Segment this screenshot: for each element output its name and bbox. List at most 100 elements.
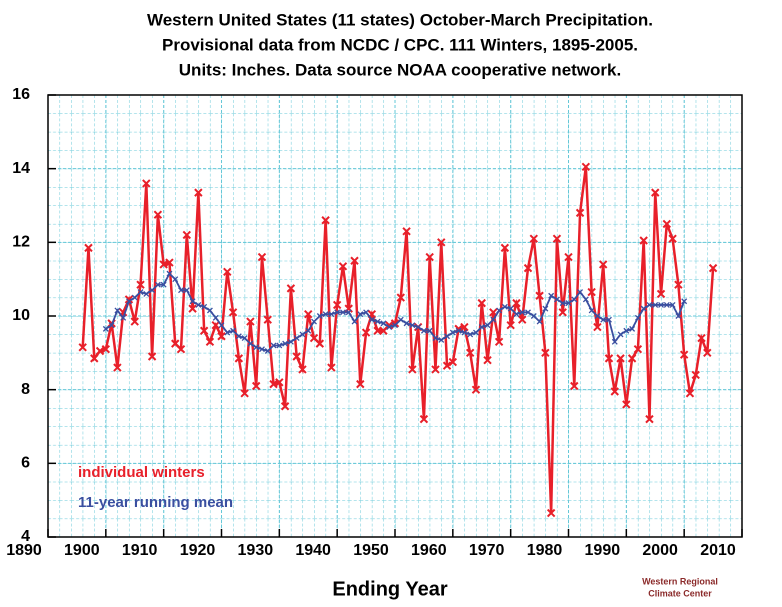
data-point: [622, 400, 631, 409]
data-point: [276, 342, 283, 349]
data-point: [460, 322, 469, 332]
data-point: [594, 313, 601, 319]
data-point: [259, 346, 265, 353]
data-point: [385, 321, 394, 330]
data-point: [361, 328, 371, 337]
data-point: [124, 295, 134, 304]
data-point: [257, 252, 267, 262]
x-tick-label: 1910: [122, 542, 158, 559]
data-point: [461, 329, 468, 336]
data-point: [513, 311, 520, 318]
data-point: [201, 303, 208, 310]
data-point: [218, 322, 225, 329]
data-point: [315, 339, 325, 348]
data-point: [669, 301, 676, 308]
data-point: [246, 317, 255, 326]
data-point: [143, 290, 150, 297]
data-point: [166, 270, 173, 277]
data-point: [658, 301, 664, 308]
series-line: [81, 166, 715, 514]
data-point: [120, 314, 127, 321]
data-point: [448, 357, 458, 367]
legend-label: individual winters: [78, 464, 205, 481]
data-point: [598, 260, 608, 269]
data-point: [396, 293, 405, 302]
data-point: [437, 238, 446, 247]
data-point: [188, 304, 197, 313]
data-point: [548, 292, 555, 299]
data-point: [131, 294, 138, 301]
data-point: [483, 355, 492, 365]
data-point: [322, 311, 329, 318]
data-point: [153, 210, 163, 219]
data-point: [357, 311, 364, 318]
data-point: [176, 344, 186, 354]
data-point: [327, 363, 336, 372]
data-point: [617, 331, 624, 338]
data-point: [172, 276, 179, 283]
data-point: [651, 188, 660, 197]
data-point: [224, 329, 231, 336]
data-point: [611, 338, 618, 345]
data-point: [588, 307, 595, 314]
data-point: [126, 298, 132, 305]
data-point: [697, 333, 706, 343]
data-point: [420, 327, 427, 334]
y-tick-label: 14: [12, 160, 30, 177]
data-point: [484, 322, 491, 329]
data-point: [287, 338, 294, 345]
data-point: [691, 370, 700, 380]
data-point: [512, 298, 521, 308]
data-point: [465, 348, 475, 358]
data-point: [282, 340, 289, 347]
data-point: [519, 309, 526, 316]
data-point: [241, 335, 248, 342]
data-point: [442, 361, 452, 370]
data-point: [455, 327, 462, 334]
y-tick-label: 16: [12, 86, 30, 103]
data-point: [113, 363, 122, 372]
data-point: [403, 320, 410, 327]
data-point: [350, 256, 359, 265]
data-point: [183, 287, 190, 294]
data-point: [542, 305, 549, 312]
data-point: [409, 322, 416, 329]
data-point: [471, 385, 481, 394]
data-point: [165, 258, 174, 267]
plot-frame: [47, 94, 743, 538]
data-point: [223, 267, 232, 277]
data-point: [525, 309, 531, 316]
data-point: [142, 179, 151, 188]
x-tick-label: 1980: [527, 542, 563, 559]
data-point: [536, 318, 543, 325]
credit: Climate Center: [648, 588, 712, 598]
data-point: [305, 327, 312, 334]
data-point: [316, 313, 323, 319]
data-point: [147, 352, 157, 361]
data-point: [500, 243, 510, 253]
data-point: [431, 365, 440, 374]
data-point: [264, 348, 271, 354]
data-point: [426, 327, 433, 334]
data-point: [604, 354, 614, 363]
data-point: [195, 301, 202, 308]
x-axis-label: Ending Year: [332, 578, 447, 600]
data-point: [419, 414, 429, 424]
data-point: [351, 318, 358, 325]
data-point: [623, 327, 630, 334]
data-point: [137, 289, 144, 296]
x-tick-label: 1970: [469, 542, 505, 559]
data-point: [332, 300, 342, 310]
data-point: [663, 301, 670, 308]
data-point: [558, 308, 567, 317]
data-point: [496, 307, 503, 314]
data-point: [206, 307, 213, 314]
data-point: [253, 344, 260, 351]
data-point: [432, 335, 439, 342]
data-point: [114, 307, 121, 314]
data-point: [708, 263, 718, 273]
data-point: [356, 379, 365, 389]
data-point: [610, 387, 619, 396]
x-tick-label: 1950: [353, 542, 389, 559]
data-point: [102, 325, 109, 332]
